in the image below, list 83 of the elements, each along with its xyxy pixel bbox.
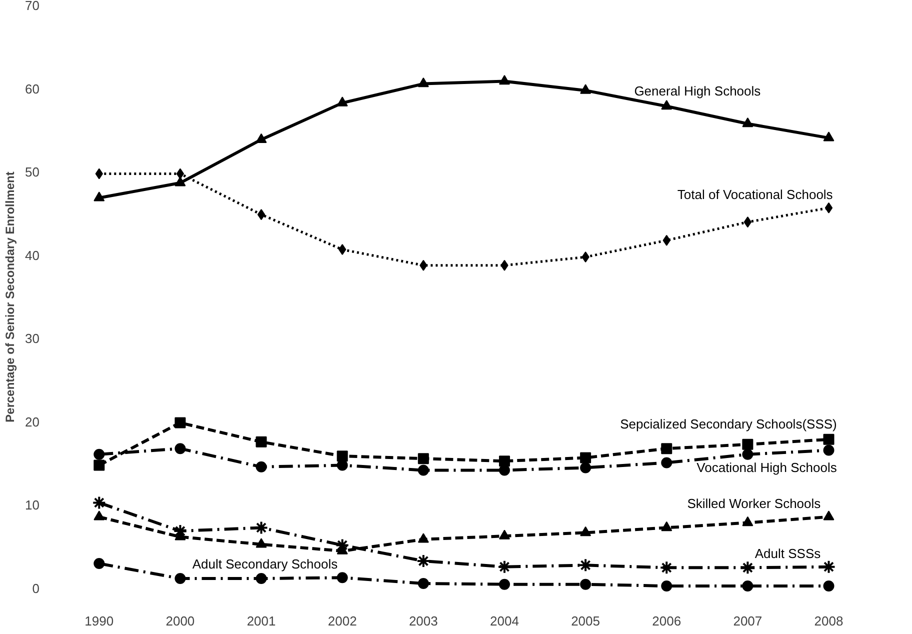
series-label: Vocational High Schools	[696, 460, 838, 476]
y-tick-label: 0	[32, 581, 40, 596]
point	[174, 176, 186, 186]
x-tick-label: 2008	[814, 614, 844, 628]
x-tick-label: 2007	[733, 614, 762, 628]
x-tick-label: 1990	[84, 614, 114, 628]
point	[580, 578, 592, 590]
point	[498, 75, 510, 85]
point	[256, 573, 267, 584]
y-tick-label: 30	[25, 331, 40, 346]
point	[92, 496, 106, 510]
point	[94, 558, 105, 570]
point	[742, 448, 754, 460]
point	[580, 462, 592, 474]
series-label: Adult Secondary Schools	[192, 556, 338, 572]
point	[661, 457, 672, 468]
point	[418, 578, 429, 589]
x-tick-label: 2000	[166, 614, 195, 628]
point	[174, 417, 186, 428]
point	[256, 461, 267, 472]
y-tick-label: 40	[25, 248, 40, 263]
point	[823, 580, 834, 592]
series-label: General High Schools	[634, 83, 762, 98]
point	[336, 450, 348, 462]
point	[742, 516, 754, 526]
point	[94, 192, 105, 202]
point	[336, 572, 348, 584]
point	[661, 100, 672, 110]
y-tick-label: 70	[25, 0, 40, 13]
point	[823, 510, 834, 520]
point	[416, 554, 430, 568]
x-tick-label: 2004	[490, 614, 519, 628]
y-tick-label: 10	[25, 498, 40, 513]
point	[580, 452, 592, 464]
point	[257, 209, 266, 220]
point	[174, 573, 186, 584]
point	[498, 530, 510, 540]
point	[418, 78, 429, 88]
y-tick-label: 20	[25, 414, 40, 430]
point	[823, 434, 834, 445]
point	[498, 578, 510, 590]
point	[256, 436, 267, 448]
y-tick-label: 50	[25, 164, 40, 180]
point	[740, 560, 755, 575]
point	[336, 96, 348, 106]
point	[497, 560, 512, 574]
point	[580, 84, 592, 94]
series-label: Adult SSSs	[754, 546, 822, 561]
x-tick-label: 2003	[408, 614, 438, 628]
x-tick-label: 2001	[246, 614, 276, 628]
y-tick-label: 60	[25, 81, 40, 96]
point	[824, 202, 833, 214]
x-tick-label: 2005	[571, 614, 600, 628]
point	[744, 216, 752, 228]
point	[742, 580, 754, 592]
x-tick-label: 2006	[652, 614, 682, 628]
point	[176, 168, 184, 180]
series-label: Skilled Worker Schools	[687, 496, 822, 511]
point	[661, 443, 672, 454]
point	[742, 117, 754, 128]
point	[498, 456, 510, 467]
x-tick-label: 2002	[328, 614, 357, 628]
point	[335, 538, 350, 552]
point	[661, 580, 672, 592]
point	[418, 533, 429, 543]
point	[174, 443, 186, 454]
point	[94, 448, 105, 460]
point	[254, 520, 268, 535]
point	[580, 526, 592, 536]
point	[661, 521, 672, 532]
point	[94, 460, 105, 471]
point	[256, 538, 267, 548]
series-label: Sepcialized Secondary Schools(SSS)	[620, 416, 837, 432]
point	[418, 464, 429, 476]
point	[823, 444, 834, 456]
point	[823, 132, 834, 142]
point	[822, 560, 836, 574]
point	[94, 510, 105, 520]
y-axis-title: Percentage of Senior Secondary Enrollment	[3, 172, 18, 422]
point	[418, 453, 429, 464]
point	[742, 438, 754, 450]
series-label: Total of Vocational Schools	[677, 186, 834, 202]
point	[256, 133, 267, 143]
